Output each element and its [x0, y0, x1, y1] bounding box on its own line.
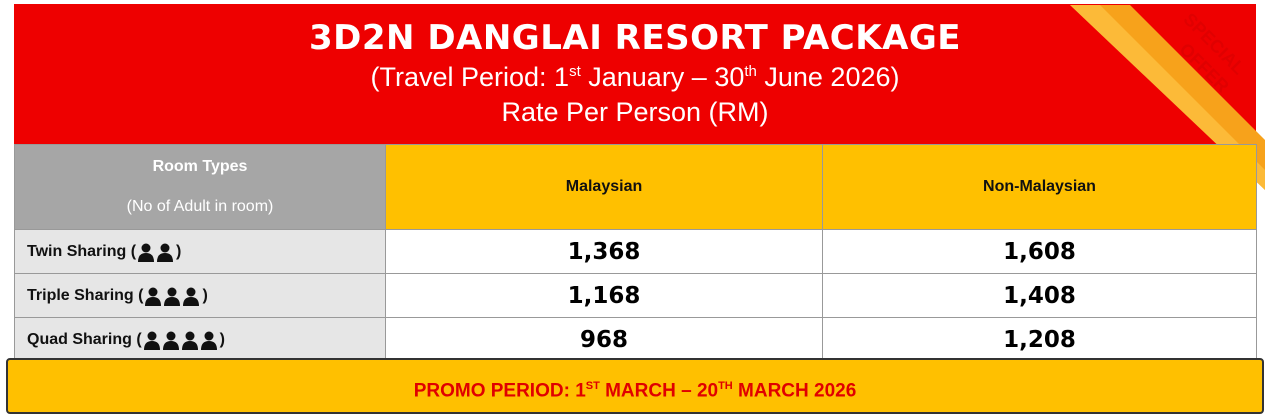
price: 1,168: [385, 273, 823, 318]
price: 1,608: [822, 229, 1257, 274]
rate-note: Rate Per Person (RM): [501, 97, 769, 127]
text: PROMO PERIOD: 1: [413, 380, 586, 402]
adult-icons: [143, 331, 217, 350]
label: ): [219, 330, 225, 348]
text: Room Types: [152, 158, 248, 175]
row: Twin Sharing () 1,368 1,608: [14, 229, 1257, 274]
label: Twin Sharing (: [27, 242, 137, 260]
travel-period: (Travel Period: 1st January – 30th June …: [14, 62, 1256, 93]
price: 968: [385, 317, 823, 362]
label: ): [202, 286, 208, 304]
sup: ST: [585, 380, 600, 392]
room-type-header: Room Types (No of Adult in room): [14, 144, 386, 230]
text: June 2026): [756, 62, 900, 92]
text: MARCH – 20: [599, 380, 719, 402]
room-type: Quad Sharing (): [14, 317, 386, 362]
text: (No of Adult in room): [126, 198, 274, 215]
column-header: Malaysian: [385, 144, 823, 230]
label: Quad Sharing (: [27, 330, 142, 348]
adult-icons: [138, 243, 174, 262]
sup: TH: [718, 380, 733, 392]
price: 1,368: [385, 229, 823, 274]
sup: th: [744, 63, 757, 80]
price: 1,408: [822, 273, 1257, 318]
text: (Travel Period: 1: [370, 62, 570, 92]
text: MARCH 2026: [732, 380, 857, 402]
label: ): [176, 242, 182, 260]
header: 3D2N DANGLAI RESORT PACKAGE (Travel Peri…: [14, 4, 1256, 144]
adult-icons: [145, 287, 200, 306]
promo-banner: PROMO PERIOD: 1ST MARCH – 20TH MARCH 202…: [6, 358, 1264, 414]
column-header: Non-Malaysian: [822, 144, 1257, 230]
rate-table: Room Types (No of Adult in room) Malaysia…: [14, 144, 1257, 362]
ribbon-shine: [1070, 5, 1265, 190]
row: Triple Sharing () 1,168 1,408: [14, 273, 1257, 318]
title: 3D2N DANGLAI RESORT PACKAGE: [308, 18, 962, 58]
row: Quad Sharing () 968 1,208: [14, 317, 1257, 362]
text: January – 30: [580, 62, 745, 92]
label: Triple Sharing (: [27, 286, 144, 304]
header-row: Room Types (No of Adult in room) Malaysia…: [14, 144, 1257, 230]
price: 1,208: [822, 317, 1257, 362]
room-type: Twin Sharing (): [14, 229, 386, 274]
room-type: Triple Sharing (): [14, 273, 386, 318]
special-badge: SPECIAL OFFER: [1070, 5, 1265, 190]
sup: st: [569, 63, 581, 80]
